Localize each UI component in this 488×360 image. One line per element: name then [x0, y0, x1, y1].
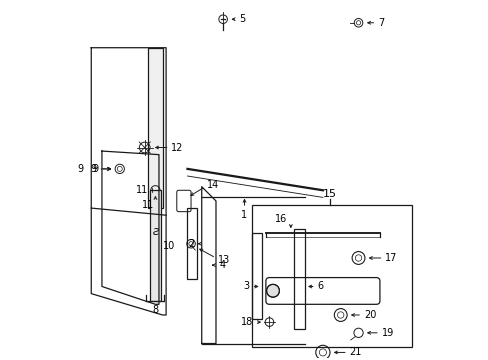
Text: 19: 19 — [381, 328, 393, 338]
Bar — [251, 233, 261, 319]
Bar — [187, 208, 197, 279]
Text: 9: 9 — [92, 164, 98, 174]
Text: 18: 18 — [241, 317, 253, 327]
Text: ƨ: ƨ — [152, 225, 158, 238]
Text: 21: 21 — [349, 347, 361, 357]
Text: 1: 1 — [241, 210, 247, 220]
Text: 12: 12 — [171, 143, 183, 153]
Text: 2: 2 — [188, 239, 194, 249]
Text: 4: 4 — [219, 260, 225, 270]
Text: 16: 16 — [274, 214, 286, 224]
Text: 6: 6 — [317, 282, 323, 292]
Text: 14: 14 — [206, 180, 219, 190]
Bar — [148, 48, 162, 208]
Bar — [251, 204, 411, 347]
Bar — [294, 229, 305, 329]
Text: 20: 20 — [363, 310, 375, 320]
Text: 17: 17 — [385, 253, 397, 263]
Circle shape — [266, 284, 279, 297]
Text: 11: 11 — [136, 185, 148, 195]
Text: 8: 8 — [152, 305, 158, 315]
Text: 15: 15 — [323, 189, 336, 199]
Text: 11: 11 — [142, 199, 154, 210]
Bar — [150, 190, 161, 301]
Text: 9: 9 — [77, 164, 83, 174]
Text: 10: 10 — [162, 240, 174, 251]
Text: 3: 3 — [243, 282, 249, 292]
Text: 13: 13 — [217, 255, 229, 265]
Text: 5: 5 — [239, 14, 245, 24]
Text: 7: 7 — [377, 18, 384, 28]
Text: 9: 9 — [90, 164, 97, 174]
